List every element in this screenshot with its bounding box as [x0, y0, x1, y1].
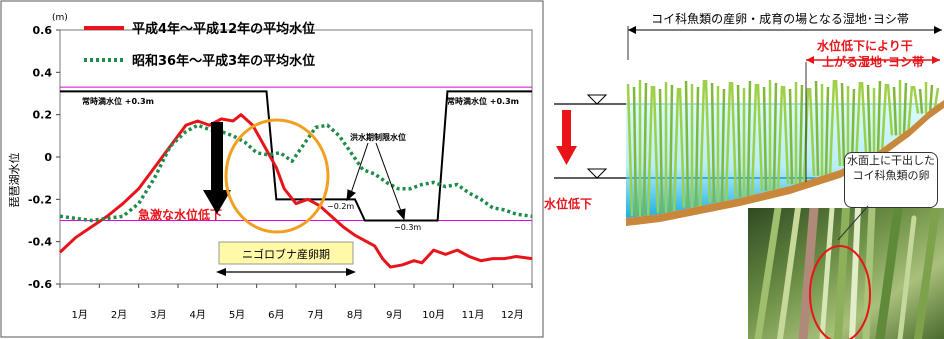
reed-stalk [860, 81, 868, 154]
reed-stalk [906, 85, 914, 136]
reed-stalk [876, 80, 882, 154]
series-line-0 [58, 113, 533, 269]
reed-stalk [782, 85, 790, 185]
reed-stalk [678, 87, 686, 208]
reed-stalk [652, 85, 660, 213]
reed-stalk [866, 84, 872, 154]
minus03-label: −0.3m [394, 223, 421, 232]
legend: 平成4年～平成12年の平均水位 昭和36年～平成3年の平均水位 [84, 21, 315, 69]
water-drop-label: 水位低下 [544, 196, 592, 211]
reed-stalk [626, 83, 634, 217]
drop-arrow [203, 122, 231, 214]
reed-stalk [892, 86, 898, 136]
y-tick-label: 0.2 [33, 109, 53, 122]
reed-stalk [694, 86, 700, 208]
reed-stalk [840, 82, 846, 167]
reed-stalk [834, 79, 842, 167]
egg-callout: 水面上に干出したコイ科魚類の卵 [844, 152, 938, 208]
x-tick-label: 6月 [268, 309, 284, 321]
reed-stalk [658, 88, 664, 213]
reed-stalk [788, 88, 794, 185]
reed-stalk [928, 84, 934, 114]
water-drop-indicator: 水位低下 [544, 94, 626, 211]
flood-limit-label: 洪水期制限水位 [350, 132, 406, 142]
y-tick-label: -0.4 [28, 236, 52, 249]
reed-stalk [646, 85, 654, 217]
reed-stalk [720, 88, 726, 203]
reed-stalk [710, 82, 716, 203]
x-tick-label: 12月 [501, 309, 524, 321]
egg-photo [748, 208, 944, 339]
spawning-box [218, 241, 354, 265]
reed-stalk [632, 86, 638, 217]
reed-stalk [672, 87, 680, 213]
water-level-chart: 0.6 0.4 0.2 0 -0.2 -0.4 -0.6 (m) 琵琶湖水位 1月 2月 3月 4月 5月… [7, 13, 533, 321]
x-tick-label: 1月 [71, 309, 87, 321]
normal-level-right-label: 常時満水位 +0.3m [447, 96, 519, 106]
reed-stalk [750, 83, 758, 198]
reed-stalk [918, 88, 924, 114]
reed-stalk [814, 80, 820, 176]
reed-stalk [736, 84, 742, 198]
reed-stalk [902, 82, 908, 136]
y-tick-label: 0.4 [33, 66, 53, 79]
reed-stalk [668, 84, 674, 213]
x-tick-label: 5月 [229, 309, 245, 321]
reed-stalk [880, 83, 888, 154]
x-tick-label: 11月 [462, 309, 485, 321]
reed-stalk [762, 86, 768, 191]
reed-stalk [886, 83, 894, 136]
red-note-line2: 上がる湿地･ヨシ帯 [822, 54, 924, 69]
normal-level-left-label: 常時満水位 +0.3m [82, 96, 154, 106]
reed-stalk [772, 82, 778, 191]
flood-limit-line [60, 90, 532, 222]
highlight-circle [224, 118, 330, 234]
y-unit-label: (m) [52, 13, 68, 23]
spawning-label: ニゴロブナ産卵期 [242, 247, 330, 261]
diagram-title: コイ科魚類の産卵・成育の場となる湿地･ヨシ帯 [651, 11, 909, 26]
flood-limit-pointers [346, 142, 406, 221]
reed-stalk [746, 80, 752, 198]
reed-stalk [798, 84, 804, 185]
y-axis-label: 琵琶湖水位 [7, 153, 21, 208]
x-tick-label: 2月 [111, 309, 127, 321]
legend-label-green: 昭和36年～平成3年の平均水位 [132, 53, 315, 69]
red-note-line1: 水位低下により干 [817, 38, 913, 53]
y-tick-label: -0.6 [28, 278, 52, 291]
x-tick-label: 10月 [422, 309, 445, 321]
reed-stalk [698, 79, 706, 208]
minus02-label: −0.2m [327, 202, 354, 211]
reed-stalk [684, 80, 690, 208]
reed-stalk [756, 83, 764, 191]
x-tick-label: 3月 [150, 309, 166, 321]
sharp-drop-label: 急激な水位低下 [138, 207, 222, 222]
chart-border [0, 0, 544, 338]
x-tick-label: 9月 [386, 309, 402, 321]
reed-stalk [912, 85, 920, 114]
reed-stalk [704, 79, 712, 203]
egg-highlight-circle [809, 245, 871, 339]
x-tick-label: 4月 [189, 309, 205, 321]
y-tick-label: -0.2 [28, 193, 52, 206]
reed-stalk [808, 87, 816, 176]
reed-stalk [828, 79, 836, 176]
y-tick-label: 0 [44, 151, 52, 164]
reed-stalk [642, 82, 648, 217]
reed-stalk [776, 85, 784, 191]
reed-stalk [730, 81, 738, 198]
spawning-period: ニゴロブナ産卵期 [216, 241, 356, 276]
reed-stalk [724, 81, 732, 203]
y-tick-label: 0.6 [33, 24, 53, 37]
legend-label-red: 平成4年～平成12年の平均水位 [132, 21, 315, 37]
x-tick-label: 8月 [347, 309, 363, 321]
series-line-1 [59, 123, 533, 223]
reed-stalk [824, 86, 830, 176]
x-tick-label: 7月 [307, 309, 323, 321]
